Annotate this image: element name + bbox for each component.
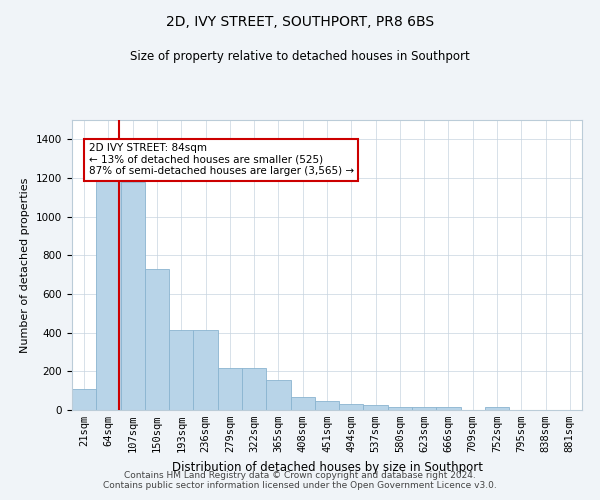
Y-axis label: Number of detached properties: Number of detached properties xyxy=(20,178,31,352)
Bar xyxy=(121,182,145,410)
Bar xyxy=(339,404,364,410)
Bar xyxy=(364,405,388,410)
Bar xyxy=(72,388,96,410)
Bar xyxy=(242,368,266,410)
Bar xyxy=(193,330,218,410)
Bar xyxy=(169,330,193,410)
Bar xyxy=(218,368,242,410)
Bar xyxy=(412,407,436,410)
Bar xyxy=(96,180,121,410)
Bar xyxy=(266,380,290,410)
Text: Size of property relative to detached houses in Southport: Size of property relative to detached ho… xyxy=(130,50,470,63)
Text: 2D, IVY STREET, SOUTHPORT, PR8 6BS: 2D, IVY STREET, SOUTHPORT, PR8 6BS xyxy=(166,15,434,29)
Text: 2D IVY STREET: 84sqm
← 13% of detached houses are smaller (525)
87% of semi-deta: 2D IVY STREET: 84sqm ← 13% of detached h… xyxy=(89,143,353,176)
Bar xyxy=(388,406,412,410)
Bar xyxy=(436,407,461,410)
Text: Contains HM Land Registry data © Crown copyright and database right 2024.
Contai: Contains HM Land Registry data © Crown c… xyxy=(103,470,497,490)
Bar xyxy=(290,398,315,410)
Bar xyxy=(145,269,169,410)
Bar xyxy=(485,407,509,410)
X-axis label: Distribution of detached houses by size in Southport: Distribution of detached houses by size … xyxy=(172,460,482,473)
Bar xyxy=(315,401,339,410)
